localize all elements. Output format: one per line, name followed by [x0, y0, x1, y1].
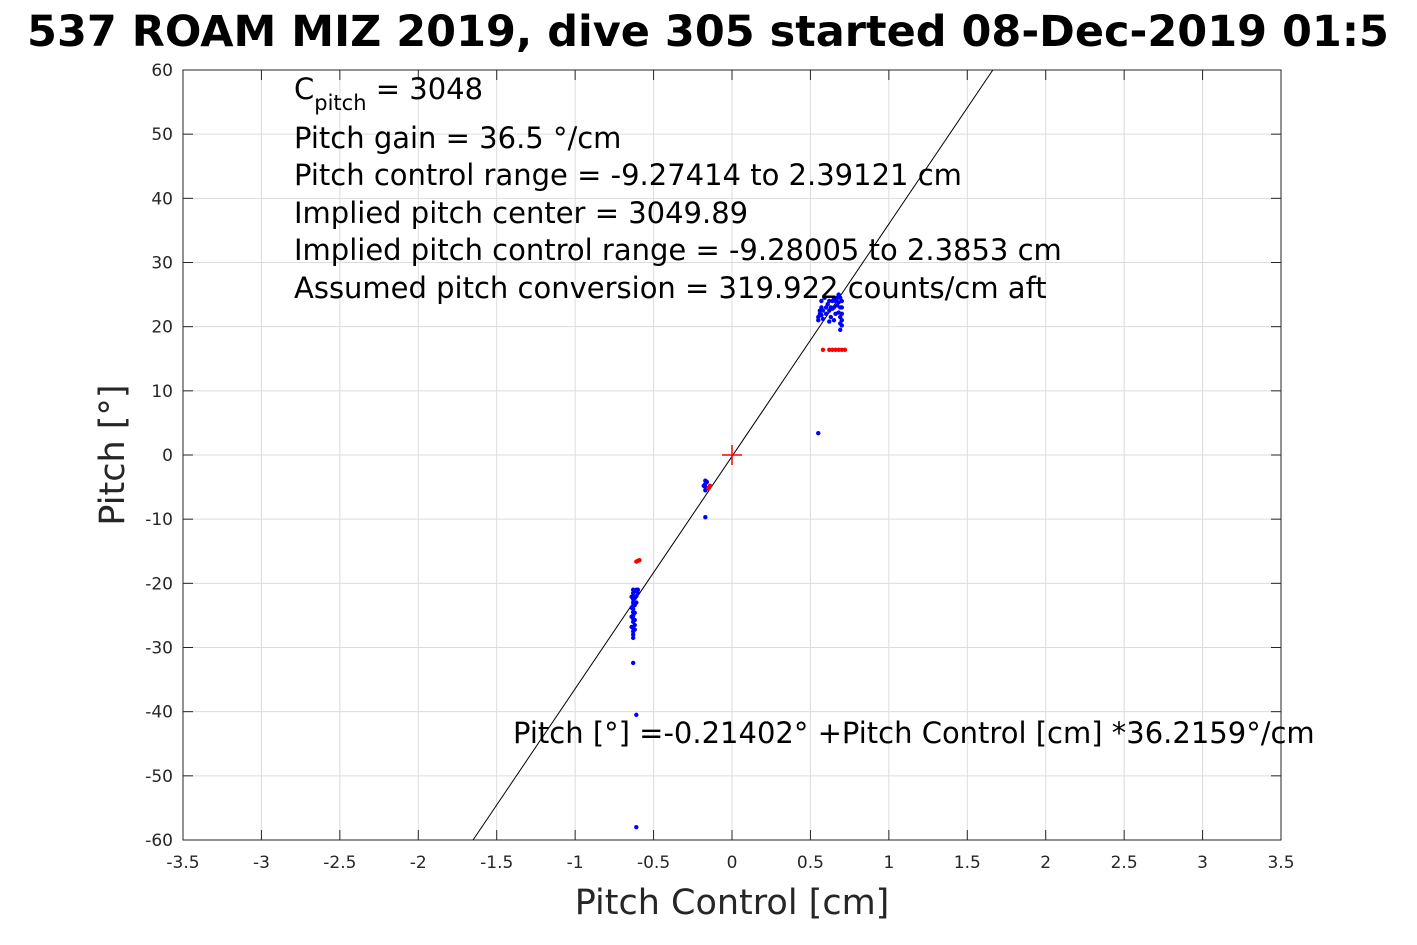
- data-point-blue: [630, 635, 636, 641]
- x-tick-label: 2: [1040, 853, 1051, 873]
- implied-pitch-range-annotation: Implied pitch control range = -9.28005 t…: [294, 233, 1062, 267]
- data-point-red: [842, 347, 848, 352]
- data-point-blue: [839, 298, 844, 304]
- y-tick-label: 40: [151, 189, 173, 209]
- y-tick-label: -60: [145, 831, 173, 851]
- pitch-control-range-annotation: Pitch control range = -9.27414 to 2.3912…: [294, 158, 962, 192]
- data-point-blue: [828, 314, 834, 320]
- y-tick-label: 60: [151, 61, 173, 81]
- data-point-blue: [629, 594, 634, 600]
- annotation-block: Cpitch = 3048 Pitch gain = 36.5 °/cm Pit…: [294, 72, 1315, 750]
- y-tick-label: -30: [145, 639, 173, 659]
- data-point-blue: [701, 483, 706, 488]
- data-point-blue: [635, 587, 641, 592]
- pitch-gain-annotation: Pitch gain = 36.5 °/cm: [294, 121, 621, 155]
- data-point-red: [839, 347, 844, 352]
- data-point-blue: [839, 311, 844, 317]
- data-point-red: [634, 559, 639, 564]
- y-tick-label: -40: [145, 703, 173, 723]
- data-point-blue: [820, 316, 826, 322]
- y-tick-label: -50: [145, 767, 173, 787]
- c-pitch-value: = 3048: [367, 72, 484, 106]
- data-point-blue: [630, 660, 636, 666]
- center-marker-layer: [722, 445, 742, 465]
- data-point-blue: [819, 312, 824, 318]
- data-point-red: [827, 347, 832, 352]
- x-tick-label: 3: [1197, 853, 1208, 873]
- data-point-red: [830, 347, 835, 352]
- y-tick-label: 0: [162, 446, 173, 466]
- c-pitch-annotation: Cpitch = 3048: [294, 72, 483, 115]
- data-point-blue: [816, 430, 821, 436]
- c-pitch-main: C: [294, 72, 314, 106]
- x-tick-label: -2: [410, 853, 427, 873]
- data-point-blue: [838, 327, 843, 333]
- data-point-blue: [630, 632, 636, 637]
- data-point-blue: [819, 298, 824, 304]
- data-point-blue: [632, 617, 637, 623]
- implied-pitch-center-annotation: Implied pitch center = 3049.89: [294, 196, 748, 230]
- data-point-blue: [629, 614, 634, 619]
- data-points: [629, 292, 848, 830]
- data-point-red: [836, 347, 841, 352]
- data-point-blue: [839, 318, 844, 323]
- y-tick-label: 10: [151, 382, 173, 402]
- grid: [182, 69, 1282, 841]
- data-point-blue: [831, 318, 837, 323]
- data-point-red: [820, 347, 826, 352]
- data-point-blue: [827, 298, 832, 304]
- data-point-blue: [635, 590, 641, 596]
- data-point-blue: [632, 627, 637, 632]
- data-point-blue: [823, 311, 829, 317]
- pitch-conversion-annotation: Assumed pitch conversion = 319.922 count…: [294, 271, 1047, 305]
- x-tick-label: -2.5: [323, 853, 356, 873]
- data-point-red: [833, 347, 838, 352]
- data-point-blue: [816, 318, 821, 323]
- y-tick-label: -20: [145, 574, 173, 594]
- data-point-blue: [634, 824, 639, 830]
- x-tick-label: 0.5: [797, 853, 824, 873]
- axis-ticks: -3.5 -3 -2.5 -2 -1.5 -1 -0.5 0 0.5 1 1.5 2 2.5 3 3.5 -6…: [145, 61, 1294, 873]
- data-point-blue: [629, 605, 634, 610]
- x-tick-label: -0.5: [637, 853, 670, 873]
- x-tick-label: 0: [727, 853, 738, 873]
- x-tick-label: -3: [253, 853, 270, 873]
- data-point-blue: [703, 515, 708, 520]
- data-point-blue: [820, 308, 826, 313]
- c-pitch-subscript: pitch: [314, 91, 366, 115]
- x-tick-label: 1: [883, 853, 894, 873]
- y-tick-label: 20: [151, 318, 173, 338]
- x-axis-label: Pitch Control [cm]: [575, 883, 890, 923]
- data-point-blue: [839, 323, 844, 328]
- data-point-blue: [634, 600, 639, 605]
- data-point-blue: [839, 305, 844, 310]
- x-tick-label: -3.5: [166, 853, 199, 873]
- x-tick-label: 3.5: [1267, 853, 1294, 873]
- data-point-blue: [704, 479, 710, 485]
- data-point-blue: [629, 624, 634, 630]
- data-point-blue: [827, 319, 832, 324]
- chart-title: 537 ROAM MIZ 2019, dive 305 started 08-D…: [27, 7, 1389, 57]
- x-tick-label: 2.5: [1111, 853, 1138, 873]
- fit-equation-annotation: Pitch [°] =-0.21402° +Pitch Control [cm]…: [513, 716, 1315, 750]
- data-point-blue: [634, 712, 639, 718]
- data-point-blue: [632, 610, 637, 616]
- data-point-blue: [822, 295, 827, 300]
- data-point-red: [707, 483, 713, 488]
- y-tick-label: -10: [145, 510, 173, 530]
- y-axis-label: Pitch [°]: [93, 384, 133, 525]
- x-tick-label: 1.5: [954, 853, 981, 873]
- x-tick-label: -1: [567, 853, 584, 873]
- x-tick-label: -1.5: [480, 853, 513, 873]
- y-tick-label: 50: [151, 125, 173, 145]
- y-tick-label: 30: [151, 254, 173, 274]
